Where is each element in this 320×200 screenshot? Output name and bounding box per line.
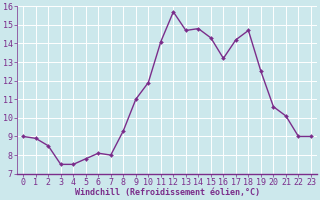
X-axis label: Windchill (Refroidissement éolien,°C): Windchill (Refroidissement éolien,°C) [75, 188, 260, 197]
